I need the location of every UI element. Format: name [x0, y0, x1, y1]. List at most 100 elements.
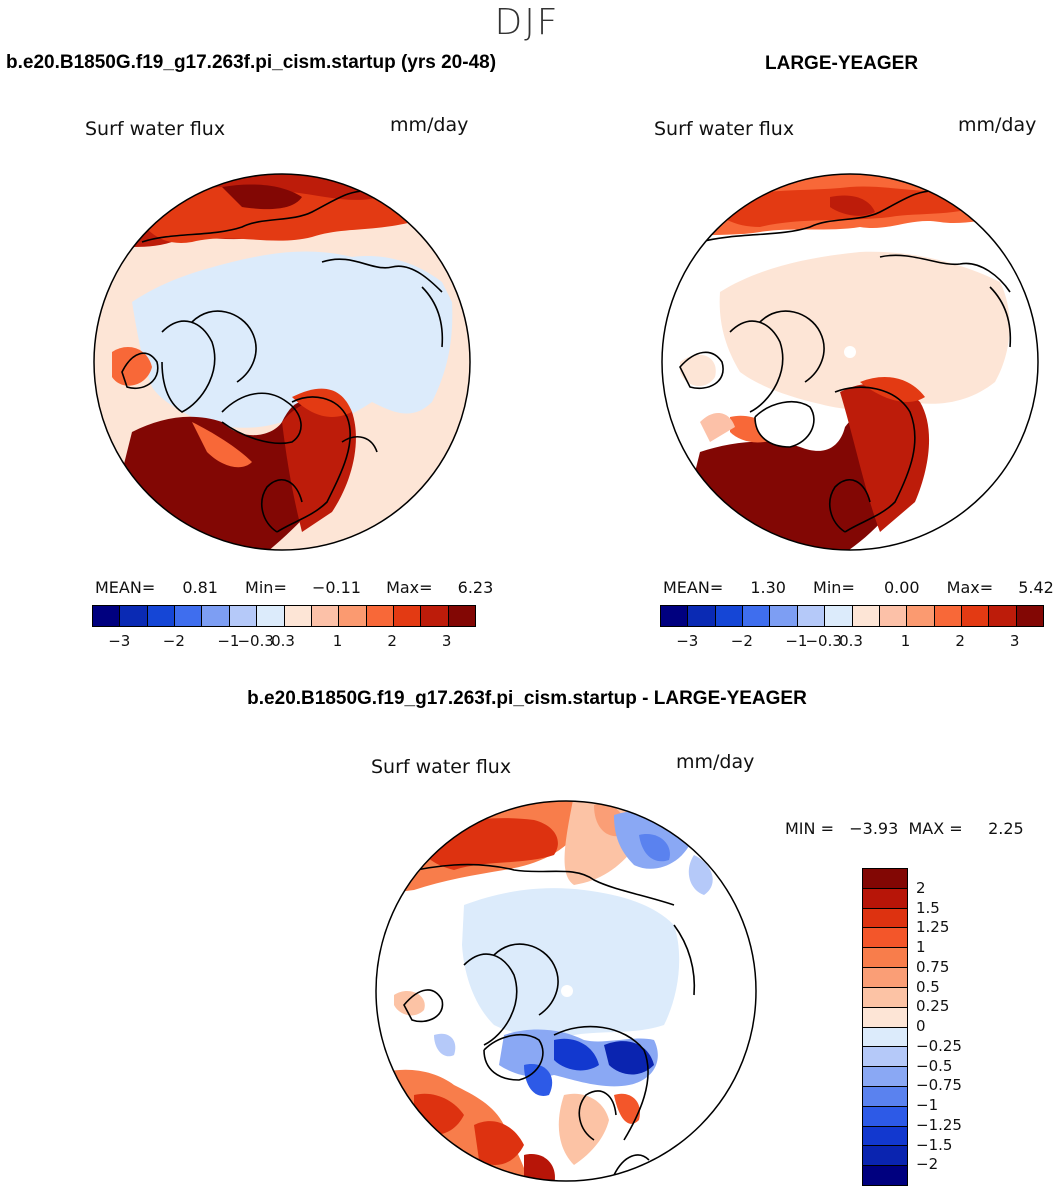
colorbar-swatch	[93, 606, 121, 626]
case1-colorbar	[92, 605, 476, 627]
colorbar-swatch	[863, 1086, 907, 1107]
diff-colorbar	[862, 868, 908, 1186]
colorbar-swatch	[120, 606, 148, 626]
colorbar-swatch	[175, 606, 203, 626]
colorbar-tick-label: 1	[916, 938, 926, 956]
case1-max-label: Max=	[386, 578, 433, 597]
colorbar-tick-label: −1	[916, 1096, 939, 1114]
colorbar-swatch	[863, 1146, 907, 1167]
colorbar-tick-label: 0	[916, 1017, 926, 1035]
colorbar-swatch	[147, 606, 176, 626]
colorbar-swatch	[448, 606, 476, 626]
diff-variable-label: Surf water flux	[371, 756, 512, 778]
case2-min-label: Min=	[813, 578, 855, 597]
colorbar-swatch	[863, 987, 907, 1008]
season-title: DJF	[494, 2, 560, 43]
case1-variable-label: Surf water flux	[85, 118, 226, 140]
case2-units-label: mm/day	[958, 114, 1037, 136]
colorbar-tick-label: 1.5	[916, 898, 940, 917]
colorbar-swatch	[1016, 606, 1044, 626]
colorbar-swatch	[715, 606, 744, 626]
colorbar-tick-label: −1	[785, 632, 808, 650]
colorbar-swatch	[852, 606, 880, 626]
colorbar-tick-label: 0.3	[271, 632, 295, 650]
colorbar-tick-label: 1	[900, 632, 911, 650]
colorbar-swatch	[797, 606, 826, 626]
colorbar-tick-label: 0.75	[916, 957, 950, 976]
colorbar-swatch	[863, 869, 907, 889]
colorbar-swatch	[879, 606, 908, 626]
colorbar-tick-label: −1	[217, 632, 240, 650]
colorbar-tick-label: 2	[916, 878, 926, 897]
colorbar-tick-label: 0.3	[839, 632, 863, 650]
colorbar-swatch	[863, 1007, 907, 1028]
colorbar-swatch	[339, 606, 367, 626]
colorbar-swatch	[743, 606, 771, 626]
colorbar-tick-label: −0.3	[237, 632, 274, 650]
colorbar-swatch	[661, 606, 689, 626]
colorbar-swatch	[825, 606, 853, 626]
colorbar-tick-label: −2	[916, 1155, 939, 1174]
colorbar-tick-label: 1	[332, 632, 343, 650]
case2-title: LARGE-YEAGER	[765, 53, 919, 74]
colorbar-tick-label: −3	[676, 632, 699, 650]
colorbar-tick-label: 2	[387, 632, 397, 650]
colorbar-tick-label: −1.25	[916, 1115, 962, 1134]
colorbar-swatch	[863, 1106, 907, 1127]
colorbar-swatch	[366, 606, 394, 626]
case1-stats: MEAN= 0.81 Min= −0.11 Max= 6.23	[95, 578, 493, 597]
colorbar-tick-label: 3	[441, 632, 452, 650]
case1-max-value: 6.23	[457, 578, 494, 597]
colorbar-swatch	[863, 1126, 907, 1147]
colorbar-swatch	[202, 606, 230, 626]
colorbar-swatch	[863, 1047, 907, 1068]
colorbar-swatch	[934, 606, 962, 626]
case1-mean-value: 0.81	[182, 578, 218, 597]
colorbar-swatch	[863, 908, 907, 929]
colorbar-swatch	[961, 606, 990, 626]
colorbar-swatch	[863, 888, 907, 909]
case2-variable-label: Surf water flux	[654, 118, 795, 140]
case2-max-value: 5.42	[1018, 578, 1054, 597]
colorbar-tick-label: −2	[730, 632, 753, 650]
colorbar-swatch	[770, 606, 798, 626]
colorbar-swatch	[863, 948, 907, 969]
case2-polar-map	[661, 173, 1039, 551]
case2-stats: MEAN= 1.30 Min= 0.00 Max= 5.42	[663, 578, 1054, 597]
diff-polar-map	[375, 800, 757, 1182]
colorbar-swatch	[229, 606, 258, 626]
case2-max-label: Max=	[946, 578, 994, 597]
colorbar-swatch	[863, 1067, 907, 1087]
colorbar-swatch	[284, 606, 312, 626]
case1-title: b.e20.B1850G.f19_g17.263f.pi_cism.startu…	[6, 52, 497, 73]
case1-units-label: mm/day	[390, 114, 469, 136]
colorbar-tick-label: 3	[1009, 632, 1020, 650]
diff-minmax: MIN = −3.93 MAX = 2.25	[785, 819, 1024, 838]
colorbar-swatch	[421, 606, 449, 626]
colorbar-swatch	[863, 928, 907, 949]
colorbar-tick-label: −1.5	[916, 1135, 953, 1154]
colorbar-tick-label: −0.25	[916, 1036, 962, 1055]
colorbar-swatch	[863, 1027, 907, 1048]
case1-polar-map	[93, 173, 471, 551]
colorbar-tick-label: −3	[108, 632, 131, 650]
colorbar-tick-label: −0.75	[916, 1076, 962, 1095]
colorbar-tick-label: 1.25	[916, 918, 950, 937]
case1-min-value: −0.11	[311, 578, 361, 597]
colorbar-swatch	[688, 606, 716, 626]
case1-mean-label: MEAN=	[95, 578, 156, 597]
colorbar-tick-label: −0.3	[805, 632, 842, 650]
diff-title: b.e20.B1850G.f19_g17.263f.pi_cism.startu…	[247, 688, 807, 709]
colorbar-tick-label: 0.5	[916, 977, 940, 996]
case2-mean-value: 1.30	[750, 578, 786, 597]
colorbar-tick-label: −2	[162, 632, 185, 650]
case2-mean-label: MEAN=	[663, 578, 724, 597]
case1-min-label: Min=	[245, 578, 287, 597]
colorbar-swatch	[863, 968, 907, 988]
colorbar-swatch	[907, 606, 935, 626]
diff-units-label: mm/day	[676, 751, 755, 773]
colorbar-swatch	[257, 606, 285, 626]
colorbar-swatch	[989, 606, 1017, 626]
colorbar-tick-label: 0.25	[916, 997, 950, 1016]
case2-colorbar	[660, 605, 1044, 627]
